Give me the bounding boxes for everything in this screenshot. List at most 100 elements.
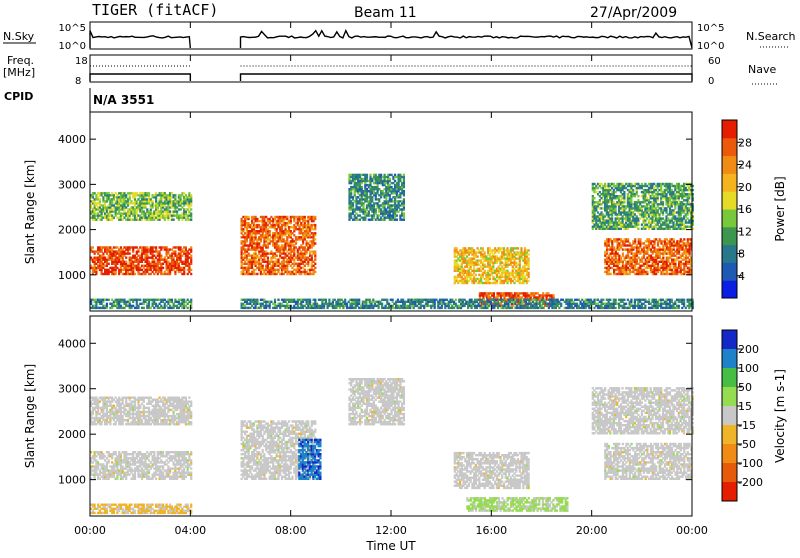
echo-cell: [256, 273, 258, 275]
echo-cell: [269, 232, 271, 234]
echo-cell: [190, 198, 192, 200]
echo-cell: [276, 255, 278, 257]
echo-cell: [648, 261, 650, 263]
echo-cell: [643, 255, 645, 257]
echo-cell: [144, 204, 146, 206]
echo-cell: [522, 272, 524, 274]
echo-cell: [129, 248, 131, 250]
echo-cell: [300, 273, 302, 275]
echo-cell: [190, 269, 192, 271]
echo-cell: [520, 247, 522, 249]
echo-cell: [181, 255, 183, 257]
echo-cell: [314, 226, 316, 228]
echo-cell: [399, 174, 401, 176]
echo-cell: [286, 267, 288, 269]
echo-cell: [160, 248, 162, 250]
echo-cell: [190, 255, 192, 257]
echo-cell: [389, 178, 391, 180]
echo-cell: [152, 200, 154, 202]
echo-cell: [391, 186, 393, 188]
echo-cell: [394, 180, 396, 182]
echo-cell: [630, 199, 632, 201]
echo-cell: [629, 273, 631, 275]
echo-cell: [141, 255, 143, 257]
echo-cell: [673, 238, 675, 240]
echo-cell: [162, 267, 164, 269]
echo-cell: [185, 210, 187, 212]
echo-cell: [190, 261, 192, 263]
echo-cell: [281, 226, 283, 228]
echo-cell: [636, 215, 638, 217]
echo-cell: [116, 246, 118, 248]
echo-cell: [99, 198, 101, 200]
echo-cell: [366, 176, 368, 178]
echo-cell: [608, 242, 610, 244]
echo-cell: [314, 271, 316, 273]
echo-cell: [118, 273, 120, 275]
echo-cell: [92, 246, 94, 248]
echo-cell: [622, 252, 624, 254]
echo-cell: [314, 263, 316, 265]
echo-cell: [174, 273, 176, 275]
echo-cell: [115, 273, 117, 275]
nave-label: Nave: [748, 63, 776, 76]
echo-cell: [262, 265, 264, 267]
echo-cell: [528, 268, 530, 270]
echo-cell: [662, 255, 664, 257]
echo-cell: [304, 216, 306, 218]
echo-cell: [314, 224, 316, 226]
echo-cell: [653, 228, 655, 230]
echo-cell: [384, 204, 386, 206]
echo-cell: [174, 194, 176, 196]
echo-cell: [361, 182, 363, 184]
echo-cell: [593, 211, 595, 213]
echo-cell: [132, 248, 134, 250]
nsky-tick-bottom: 10^0: [59, 41, 86, 52]
echo-cell: [364, 217, 366, 219]
echo-cell: [660, 187, 662, 189]
echo-cell: [622, 261, 624, 263]
echo-cell: [659, 246, 661, 248]
echo-cell: [307, 261, 309, 263]
echo-cell: [190, 248, 192, 250]
echo-cell: [665, 193, 667, 195]
echo-cell: [611, 242, 613, 244]
echo-cell: [187, 273, 189, 275]
echo-cell: [155, 198, 157, 200]
nsearch-tick-top: 10^5: [697, 23, 724, 34]
echo-cell: [190, 212, 192, 214]
echo-cell: [646, 273, 648, 275]
echo-cell: [369, 174, 371, 176]
echo-cell: [311, 255, 313, 257]
echo-cell: [496, 262, 498, 264]
echo-cell: [553, 294, 555, 296]
echo-cell: [517, 247, 519, 249]
echo-cell: [369, 182, 371, 184]
echo-cell: [384, 174, 386, 176]
echo-cell: [378, 198, 380, 200]
echo-cell: [597, 187, 599, 189]
echo-cell: [306, 240, 308, 242]
nsearch-label: N.Search: [746, 30, 796, 43]
freq-tick-bottom: 8: [75, 76, 81, 87]
echo-cell: [190, 273, 192, 275]
echo-cell: [637, 224, 639, 226]
echo-cell: [174, 250, 176, 252]
echo-cell: [477, 255, 479, 257]
echo-cell: [290, 220, 292, 222]
echo-cell: [524, 247, 526, 249]
echo-cell: [599, 199, 601, 201]
echo-cell: [139, 299, 141, 301]
echo-cell: [295, 246, 297, 248]
echo-cell: [475, 274, 477, 276]
cpid-label: CPID: [4, 90, 33, 103]
echo-cell: [155, 303, 157, 305]
echo-cell: [246, 238, 248, 240]
echo-cell: [403, 204, 405, 206]
echo-cell: [375, 174, 377, 176]
echo-cell: [510, 292, 512, 294]
echo-cell: [302, 242, 304, 244]
echo-cell: [113, 217, 115, 219]
beam-label: Beam 11: [354, 5, 417, 21]
echo-cell: [659, 255, 661, 257]
